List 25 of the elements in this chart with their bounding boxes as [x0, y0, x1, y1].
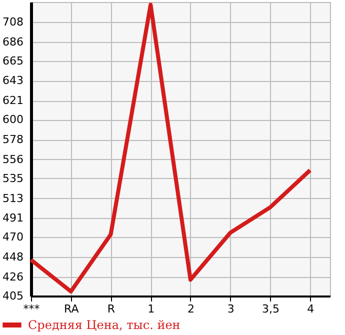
y-tick-label: 470 [2, 230, 24, 244]
y-tick-label: 535 [2, 172, 24, 185]
x-tick-label: RA [64, 302, 80, 316]
y-tick-label: 621 [2, 94, 24, 108]
y-tick-label: 405 [2, 290, 24, 302]
x-tick-label: *** [23, 302, 40, 316]
line-series [29, 2, 312, 294]
x-tick-label: 3 [227, 302, 234, 316]
y-tick-label: 708 [2, 15, 24, 28]
x-tick-label: R [107, 302, 116, 316]
y-tick-label: 578 [2, 133, 24, 146]
x-tick-label: 2 [187, 302, 194, 316]
y-tick-label: 491 [2, 212, 24, 225]
x-tick-label: 1 [148, 302, 155, 316]
y-tick-label: 556 [2, 152, 24, 166]
y-tick-label: 686 [2, 35, 24, 48]
y-tick-label: 665 [2, 54, 24, 68]
y-tick-label: 643 [2, 74, 24, 88]
x-tick-label: 3,5 [262, 302, 280, 316]
y-tick-label: 448 [2, 250, 24, 264]
y-tick-label: 513 [2, 192, 24, 205]
y-tick-label: 426 [2, 270, 24, 284]
y-tick-label: 600 [2, 113, 24, 126]
legend-label: Средняя Цена, тыс. йен [28, 318, 180, 332]
x-tick-label: 4 [307, 302, 314, 316]
